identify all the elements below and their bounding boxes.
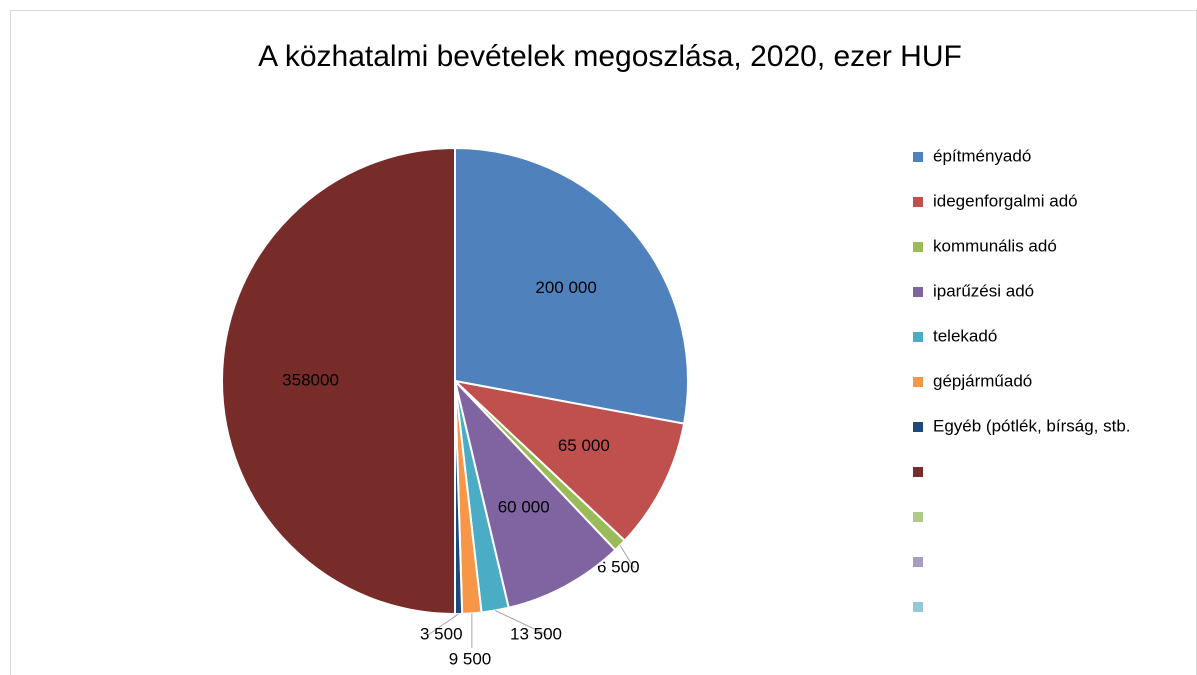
legend-marker	[913, 242, 923, 252]
leader-line	[427, 613, 459, 636]
legend-marker	[913, 287, 923, 297]
leader-line	[619, 545, 635, 569]
legend-label: kommunális adó	[933, 236, 1057, 255]
legend-label: Egyéb (pótlék, bírság, stb.	[933, 416, 1131, 435]
legend-label: gépjárműadó	[933, 371, 1032, 390]
chart-title: A közhatalmi bevételek megoszlása, 2020,…	[258, 40, 962, 73]
data-label: 358000	[282, 370, 339, 389]
pie-slice	[221, 146, 456, 616]
legend-marker	[913, 377, 923, 387]
legend-label: telekadó	[933, 326, 997, 345]
legend-marker	[913, 467, 923, 477]
legend-marker	[913, 422, 923, 432]
legend-marker	[913, 512, 923, 522]
data-label: 6 500	[597, 557, 640, 576]
data-label: 3 500	[420, 624, 463, 643]
pie-slice	[453, 377, 617, 609]
data-label: 9 500	[449, 649, 492, 668]
data-label: 200 000	[535, 278, 596, 297]
data-label: 60 000	[498, 498, 550, 517]
legend-label: építményadó	[933, 146, 1031, 165]
legend-label: iparűzési adó	[933, 281, 1034, 300]
pie-slice	[454, 146, 689, 425]
legend-marker	[913, 152, 923, 162]
legend-marker	[913, 602, 923, 612]
data-label: 65 000	[558, 436, 610, 455]
legend-marker	[913, 557, 923, 567]
legend-label: idegenforgalmi adó	[933, 191, 1078, 210]
data-label: 13 500	[510, 624, 562, 643]
legend-marker	[913, 332, 923, 342]
legend-marker	[913, 197, 923, 207]
pie-slice	[451, 379, 686, 543]
leader-line	[494, 610, 548, 636]
